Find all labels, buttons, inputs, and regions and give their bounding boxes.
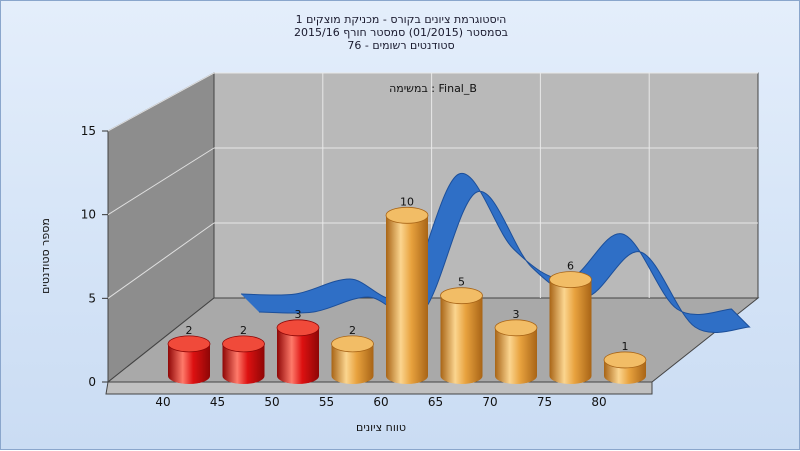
bar-body bbox=[168, 343, 210, 384]
x-tick-label: 45 bbox=[210, 395, 225, 409]
data-label: 1 bbox=[622, 340, 629, 353]
bar bbox=[385, 206, 429, 384]
x-tick-label: 60 bbox=[373, 395, 388, 409]
bar-top bbox=[276, 319, 320, 337]
y-axis-title: מספר סטודנטים bbox=[39, 218, 52, 294]
bar-top bbox=[603, 351, 647, 369]
grid-line-side bbox=[107, 72, 215, 132]
bar bbox=[603, 351, 647, 384]
data-label: 2 bbox=[186, 324, 193, 337]
bar bbox=[440, 287, 483, 384]
data-label: 3 bbox=[295, 308, 302, 321]
x-tick-label: 40 bbox=[155, 395, 170, 409]
data-label: 5 bbox=[458, 276, 465, 289]
x-tick-label: 70 bbox=[482, 395, 497, 409]
bar bbox=[549, 271, 592, 384]
y-tick-label: 15 bbox=[81, 124, 96, 138]
x-tick-label: 50 bbox=[264, 395, 279, 409]
bar bbox=[222, 335, 265, 384]
data-label: 10 bbox=[400, 195, 414, 208]
bar bbox=[276, 319, 320, 384]
bar-top bbox=[549, 271, 592, 289]
x-axis-title: טווח ציונים bbox=[356, 421, 406, 434]
bar-top bbox=[440, 287, 483, 305]
data-label: 2 bbox=[240, 324, 247, 337]
chart-title-line-2: בסמסטר (01/2015) סמסטר חורף 2015/16 bbox=[294, 26, 508, 39]
bar-body bbox=[549, 279, 592, 384]
data-label: 2 bbox=[349, 324, 356, 337]
grid-line-side bbox=[107, 147, 215, 216]
x-tick-label: 75 bbox=[537, 395, 552, 409]
y-tick-label: 5 bbox=[88, 291, 96, 305]
task-annotation: במשימה : Final_B bbox=[389, 82, 477, 95]
bar-top bbox=[331, 335, 374, 353]
bar-body bbox=[386, 215, 428, 384]
bar-body bbox=[277, 327, 319, 384]
x-tick-label: 65 bbox=[428, 395, 443, 409]
bar-top bbox=[222, 335, 265, 353]
bar bbox=[331, 335, 374, 384]
x-tick-label: 80 bbox=[591, 395, 606, 409]
y-tick-label: 10 bbox=[81, 208, 96, 222]
bar-body bbox=[495, 327, 537, 384]
data-label: 6 bbox=[567, 260, 574, 273]
grid-line-side bbox=[107, 222, 215, 299]
bar bbox=[167, 335, 211, 384]
bar-top bbox=[494, 319, 538, 337]
y-tick-label: 0 bbox=[88, 375, 96, 389]
chart-title-line-3: סטודנטים רשומים - 76 bbox=[347, 39, 455, 52]
bar-top bbox=[385, 206, 429, 224]
bar-body bbox=[331, 343, 374, 384]
back-wall bbox=[213, 72, 759, 299]
bar-body bbox=[222, 343, 265, 384]
bar-top bbox=[167, 335, 211, 353]
x-tick-label: 55 bbox=[319, 395, 334, 409]
bar bbox=[494, 319, 538, 384]
bar-body bbox=[440, 295, 483, 384]
chart-title-line-1: היסטוגרמת ציונים בקורס - מכניקת מוצקים 1 bbox=[295, 13, 507, 26]
data-label: 3 bbox=[513, 308, 520, 321]
